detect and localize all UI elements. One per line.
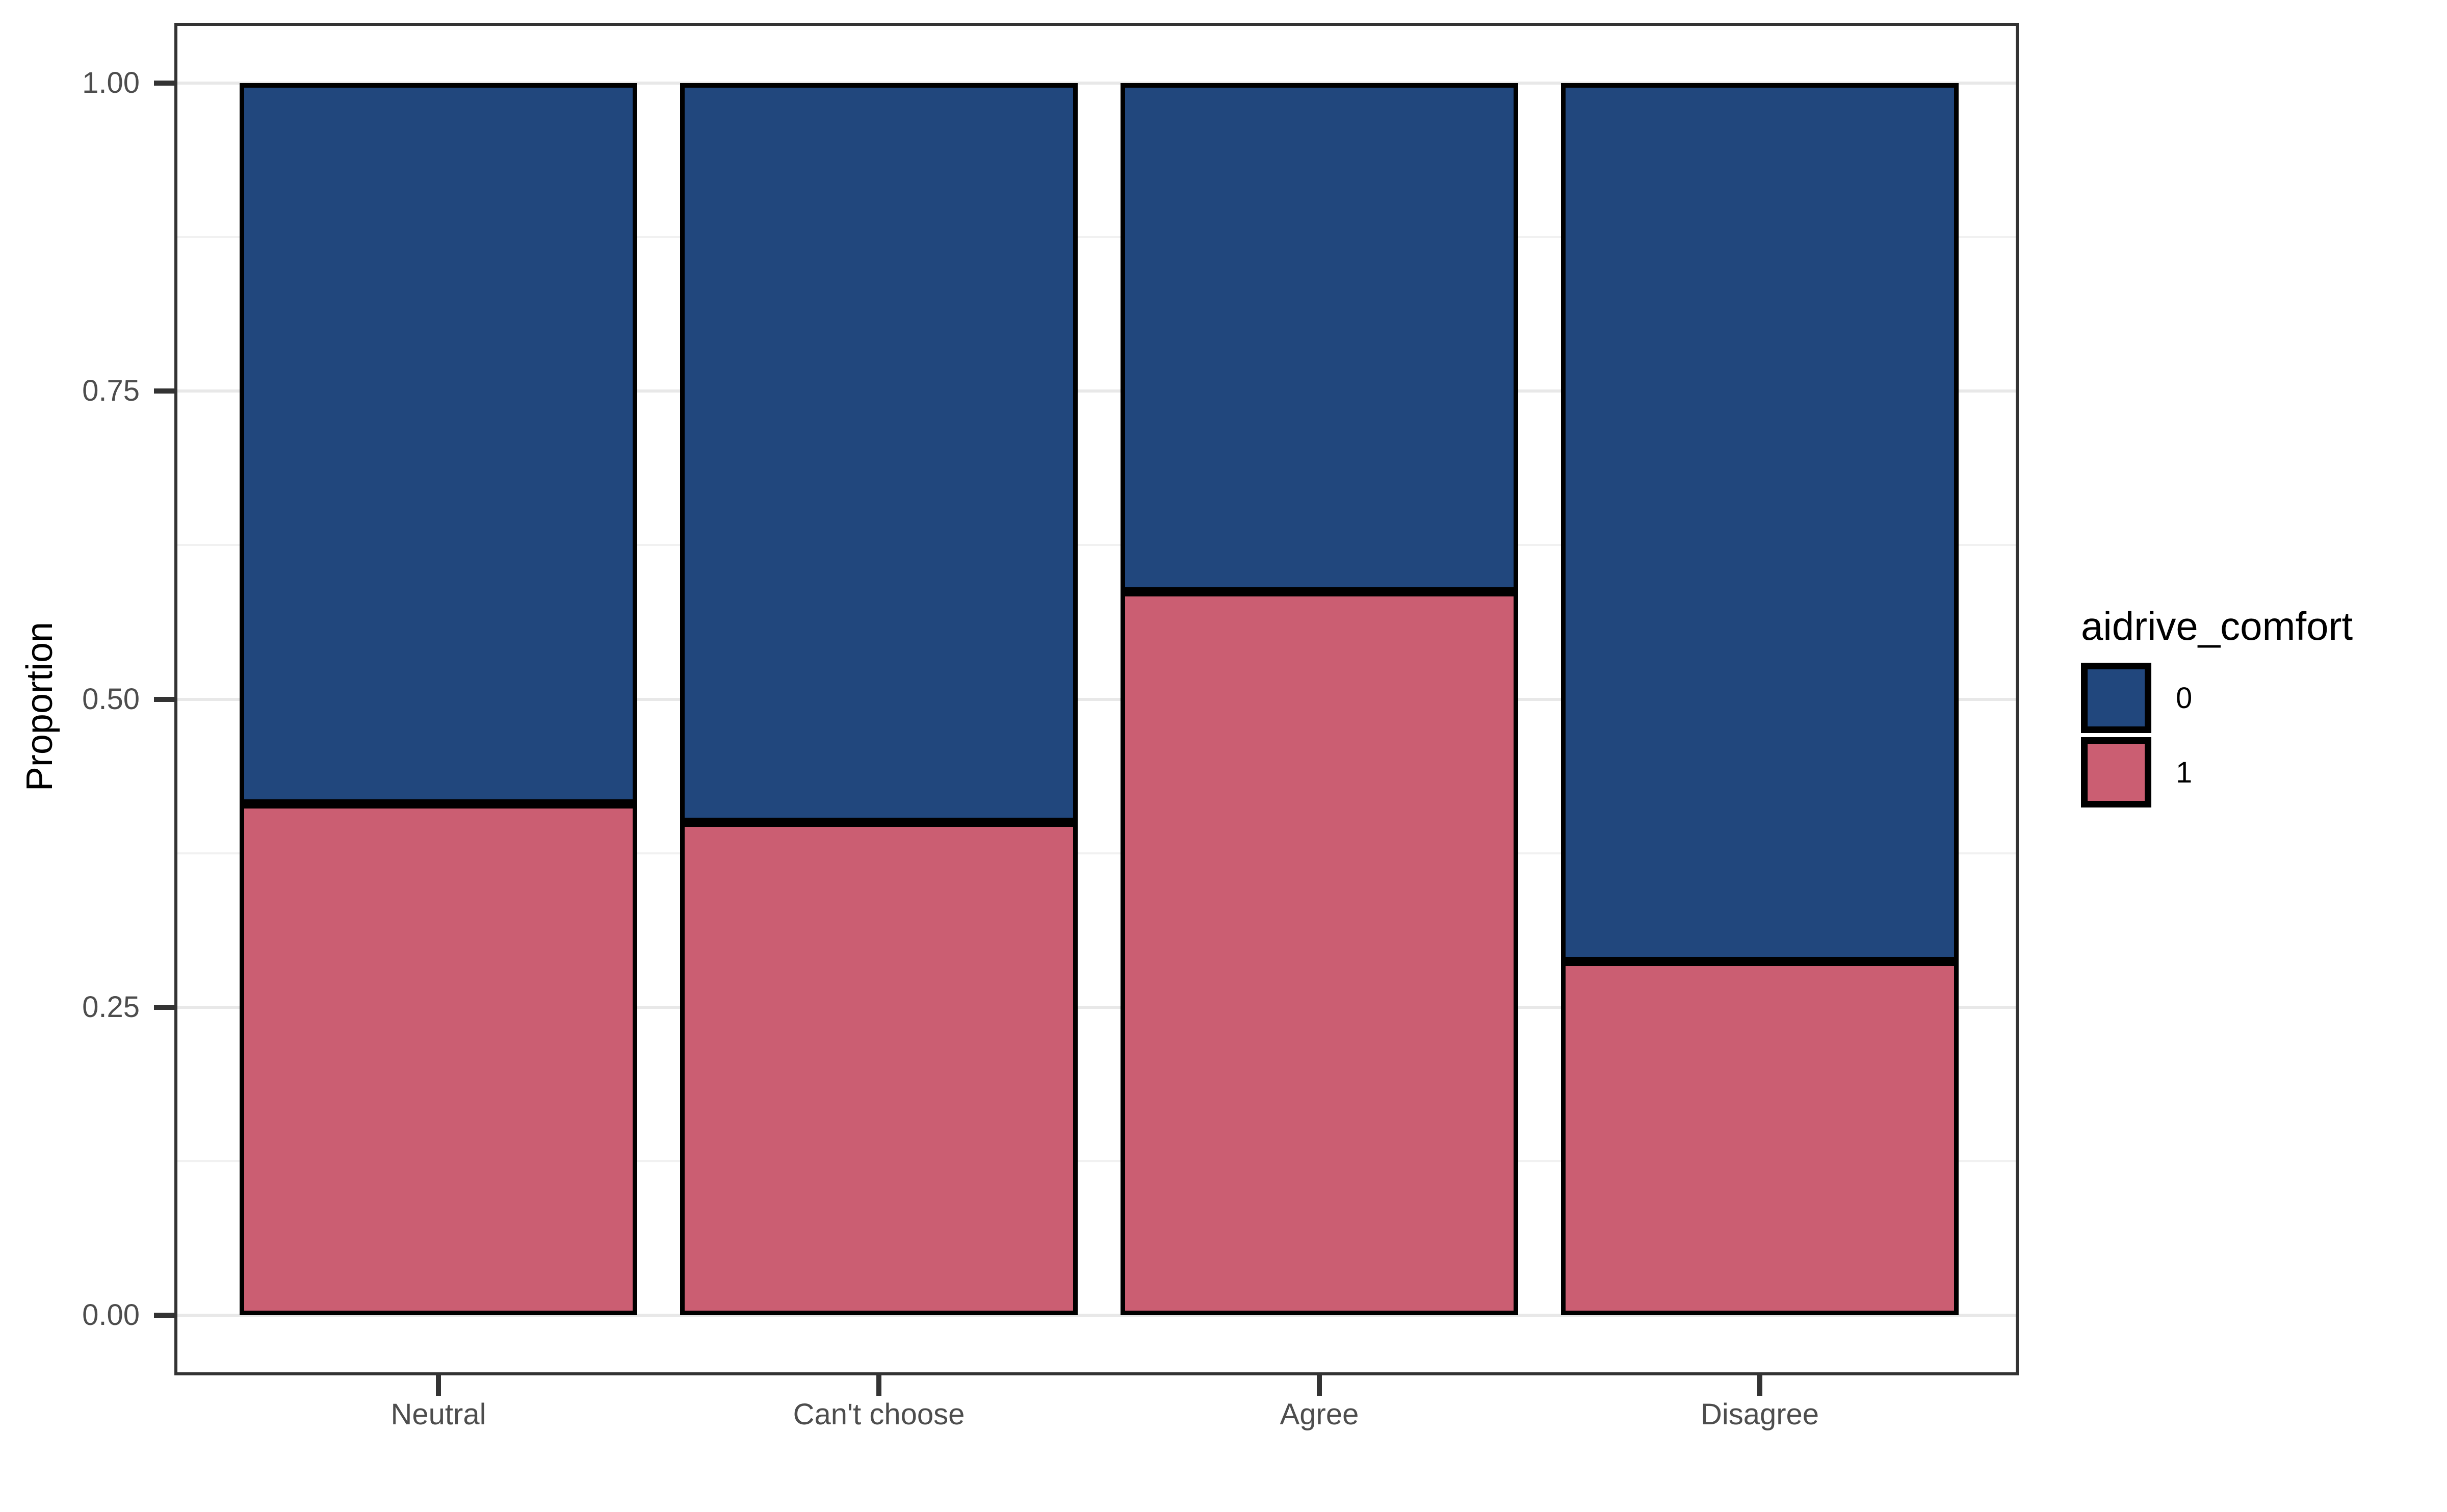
legend-entry-label: 0 (2176, 681, 2193, 715)
bar-segment-1-can-t-choose (680, 822, 1078, 1315)
x-axis-tick-mark (876, 1375, 881, 1396)
y-axis-tick-mark (154, 388, 174, 394)
gridline-minor (177, 236, 2016, 239)
gridline-major (177, 389, 2016, 393)
x-axis-tick-mark (1757, 1375, 1762, 1396)
gridline-major (177, 82, 2016, 85)
bar-segment-0-agree (1121, 83, 1518, 592)
x-axis-tick-mark (1317, 1375, 1322, 1396)
legend-entry: 1 (2081, 737, 2443, 807)
bar-segment-0-disagree (1561, 83, 1959, 962)
y-axis-tick-label: 0.25 (82, 990, 140, 1024)
gridline-minor (177, 852, 2016, 854)
legend-key-swatch (2081, 737, 2151, 807)
legend-entry-label: 1 (2176, 755, 2193, 789)
bar-segment-0-can-t-choose (680, 83, 1078, 823)
y-axis-tick-label: 0.50 (82, 682, 140, 716)
legend-title: aidrive_comfort (2081, 604, 2353, 648)
gridline-minor (177, 1160, 2016, 1162)
x-axis-tick-mark (436, 1375, 441, 1396)
y-axis-tick-label: 0.00 (82, 1298, 140, 1332)
bar-segment-0-neutral (240, 83, 637, 804)
y-axis-tick-label: 0.75 (82, 374, 140, 408)
bar-segment-1-neutral (240, 803, 637, 1315)
y-axis-tick-label: 1.00 (82, 66, 140, 99)
x-axis-category-label: Can't choose (793, 1398, 965, 1431)
x-axis-category-label: Agree (1280, 1398, 1359, 1431)
gridline-major (177, 697, 2016, 701)
gridline-major (177, 1314, 2016, 1317)
y-axis-tick-mark (154, 81, 174, 86)
x-axis-category-label: Neutral (391, 1398, 486, 1431)
bar-segment-1-agree (1121, 592, 1518, 1315)
y-axis-tick-mark (154, 696, 174, 702)
bar-segment-1-disagree (1561, 961, 1959, 1315)
y-axis-tick-mark (154, 1313, 174, 1318)
gridline-minor (177, 544, 2016, 546)
gridline-major (177, 1005, 2016, 1009)
y-axis-tick-mark (154, 1004, 174, 1010)
legend-key-swatch (2081, 663, 2151, 733)
x-axis-category-label: Disagree (1700, 1398, 1819, 1431)
legend-entry: 0 (2081, 663, 2443, 733)
